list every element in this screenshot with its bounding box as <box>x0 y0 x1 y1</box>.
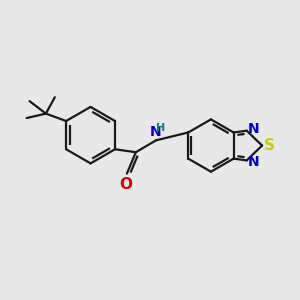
Text: N: N <box>248 155 260 169</box>
Text: H: H <box>157 123 166 133</box>
Text: O: O <box>119 177 132 192</box>
Text: N: N <box>248 122 260 136</box>
Text: S: S <box>264 138 275 153</box>
Text: N: N <box>150 125 162 139</box>
